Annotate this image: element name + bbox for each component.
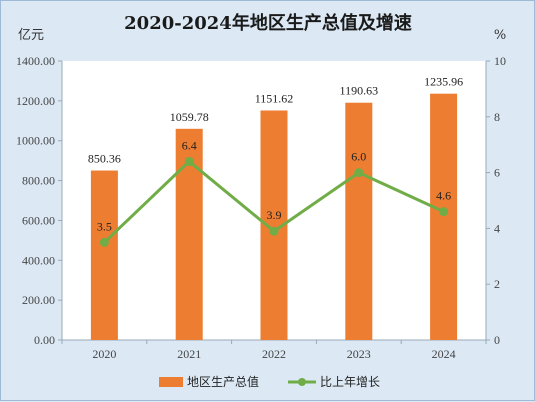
bar-value-label: 1059.78 [170, 110, 209, 124]
right-tick-label: 6 [494, 166, 500, 180]
bar-value-label: 1235.96 [424, 75, 463, 89]
left-tick-label: 1000.00 [16, 134, 55, 148]
legend-label-line: 比上年增长 [320, 375, 380, 389]
bar [345, 102, 373, 340]
line-value-label: 3.5 [97, 219, 112, 233]
right-tick-label: 2 [494, 277, 500, 291]
x-tick-label: 2024 [432, 347, 456, 361]
left-tick-label: 1200.00 [16, 94, 55, 108]
line-point [354, 168, 364, 178]
line-series [99, 156, 449, 247]
line-value-label: 4.6 [436, 189, 451, 203]
axes: 0.00 200.00 400.00 600.00 800.00 1000.00 1200.… [16, 54, 506, 361]
right-tick-label: 8 [494, 110, 500, 124]
bar-value-label: 1151.62 [255, 91, 294, 105]
line-point [184, 156, 194, 166]
x-tick-label: 2021 [177, 347, 201, 361]
x-tick-label: 2022 [262, 347, 286, 361]
bar [430, 93, 458, 340]
bar-value-label: 1190.63 [340, 84, 379, 98]
left-tick-label: 400.00 [22, 253, 55, 267]
right-tick-label: 10 [494, 54, 506, 68]
data-labels: 850.36 1059.78 1151.62 1190.63 1235.96 3.5 6.4… [88, 75, 463, 234]
legend-swatch-bar [159, 377, 183, 387]
line-point [269, 226, 279, 236]
line-value-label: 3.9 [267, 208, 282, 222]
right-axis-unit: % [494, 28, 506, 43]
left-tick-label: 800.00 [22, 174, 55, 188]
bar-value-label: 850.36 [88, 152, 121, 166]
legend: 地区生产总值 比上年增长 [159, 374, 380, 389]
chart-title: 2020-2024年地区生产总值及增速 [124, 12, 412, 34]
left-tick-label: 600.00 [22, 213, 55, 227]
right-tick-label: 0 [494, 333, 500, 347]
legend-marker-line [298, 378, 306, 386]
x-tick-label: 2023 [347, 347, 371, 361]
line-point [439, 207, 449, 217]
left-axis-unit: 亿元 [18, 28, 44, 43]
line-point [99, 237, 109, 247]
left-tick-label: 200.00 [22, 293, 55, 307]
x-tick-label: 2020 [92, 347, 116, 361]
right-tick-label: 4 [494, 221, 500, 235]
legend-label-bar: 地区生产总值 [187, 374, 259, 389]
bar [90, 170, 118, 340]
line-value-label: 6.4 [182, 138, 197, 152]
left-tick-label: 0.00 [34, 333, 55, 347]
left-tick-label: 1400.00 [16, 54, 55, 68]
line-value-label: 6.0 [351, 150, 366, 164]
